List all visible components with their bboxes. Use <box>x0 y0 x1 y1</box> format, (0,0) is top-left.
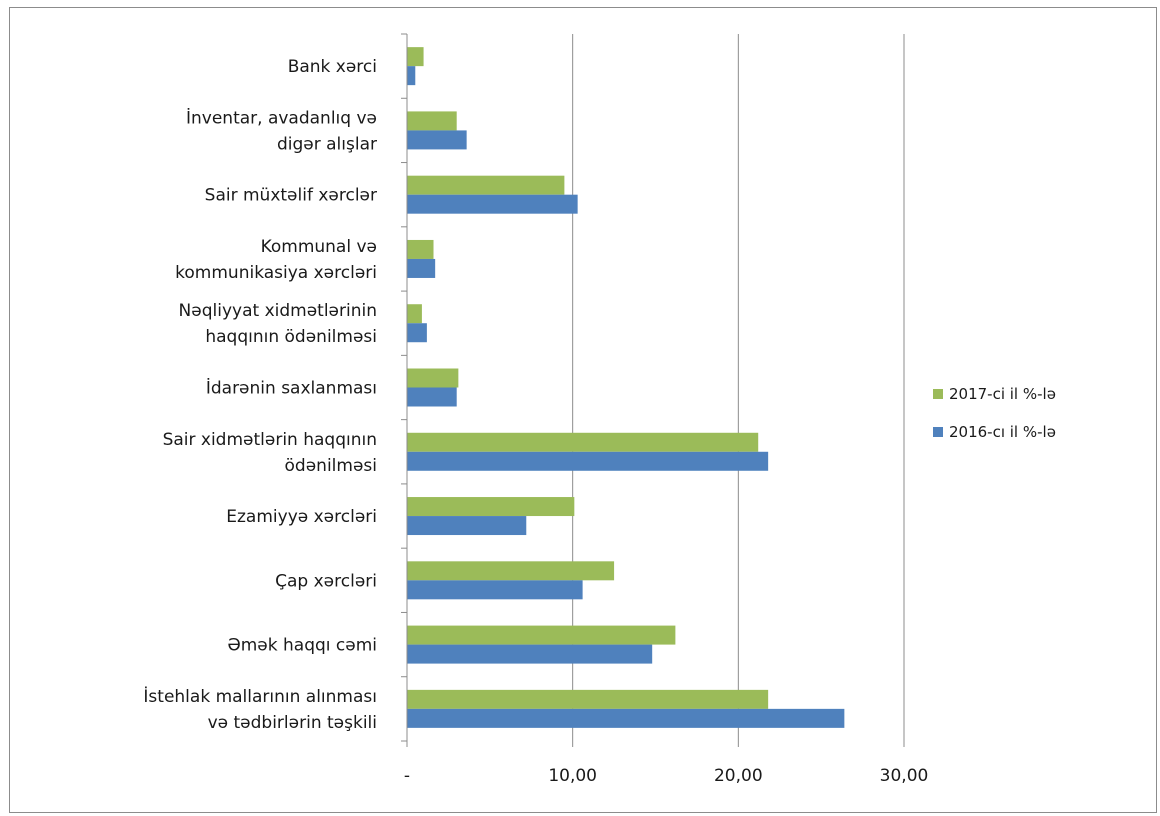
bar-s2016-7 <box>407 516 527 536</box>
category-label-1: İnventar, avadanlıq və digər alışlar <box>186 107 377 154</box>
bar-s2017-3 <box>407 239 434 259</box>
category-label-line: Bank xərci <box>288 57 377 77</box>
category-label-line: Sair müxtəlif xərclər <box>205 186 377 206</box>
legend-swatch-0 <box>933 389 943 399</box>
bars <box>407 47 845 728</box>
category-label-line: Kommunal və <box>261 237 377 257</box>
bar-s2017-6 <box>407 432 759 452</box>
category-labels: Bank xərci İnventar, avadanlıq və digər al… <box>143 57 377 733</box>
bar-s2016-9 <box>407 644 653 664</box>
bar-s2017-7 <box>407 497 575 517</box>
category-label-7: Ezamiyyə xərcləri <box>226 507 377 527</box>
bar-s2017-5 <box>407 368 459 388</box>
bar-s2016-8 <box>407 580 583 600</box>
bar-s2017-0 <box>407 47 424 67</box>
category-label-0: Bank xərci <box>288 57 377 77</box>
bar-s2017-9 <box>407 625 676 645</box>
category-label-3: Kommunal və kommunikasiya xərcləri <box>175 237 377 283</box>
x-tick-label-0: - <box>404 766 410 786</box>
category-label-line: haqqının ödənilməsi <box>205 327 377 347</box>
bar-chart: Bank xərci İnventar, avadanlıq və digər al… <box>143 33 1056 786</box>
category-label-9: Əmək haqqı cəmi <box>227 636 377 656</box>
category-label-line: Çap xərcləri <box>275 571 377 591</box>
category-label-line: və tədbirlərin təşkili <box>208 713 377 733</box>
bar-s2017-8 <box>407 561 615 581</box>
legend-label-1: 2016-cı il %-lə <box>949 423 1056 441</box>
bar-s2016-0 <box>407 66 416 86</box>
bar-s2016-3 <box>407 258 436 278</box>
bar-s2016-10 <box>407 708 845 728</box>
category-label-10: İstehlak mallarının alınması və tədbirlər… <box>143 686 377 733</box>
legend: 2017-ci il %-lə 2016-cı il %-lə <box>933 385 1056 441</box>
category-label-line: İdarənin saxlanması <box>206 378 377 399</box>
bar-s2016-1 <box>407 130 467 150</box>
legend-swatch-1 <box>933 427 943 437</box>
category-label-8: Çap xərcləri <box>275 571 377 591</box>
category-label-line: Əmək haqqı cəmi <box>227 636 377 656</box>
category-label-6: Sair xidmətlərin haqqının ödənilməsi <box>163 430 377 476</box>
bar-s2017-2 <box>407 175 565 195</box>
category-label-4: Nəqliyyat xidmətlərinin haqqının ödənilmə… <box>179 301 377 347</box>
category-label-line: ödənilməsi <box>285 456 377 476</box>
bar-s2016-4 <box>407 323 427 343</box>
bar-s2017-1 <box>407 111 457 131</box>
chart-frame: Bank xərci İnventar, avadanlıq və digər al… <box>9 7 1157 813</box>
x-tick-label-2: 20,00 <box>714 766 763 786</box>
category-label-line: İstehlak mallarının alınması <box>143 686 377 707</box>
bar-s2016-6 <box>407 451 769 471</box>
category-label-line: Sair xidmətlərin haqqının <box>163 430 377 450</box>
category-label-line: Nəqliyyat xidmətlərinin <box>179 301 377 321</box>
x-tick-labels: - 10,00 20,00 30,00 <box>404 766 928 786</box>
category-label-line: digər alışlar <box>277 134 377 154</box>
legend-label-0: 2017-ci il %-lə <box>949 385 1056 403</box>
category-label-2: Sair müxtəlif xərclər <box>205 186 377 206</box>
category-label-line: kommunikasiya xərcləri <box>175 263 377 283</box>
bar-s2017-10 <box>407 689 769 709</box>
category-label-line: İnventar, avadanlıq və <box>186 107 377 128</box>
gridlines <box>572 34 905 741</box>
x-tick-label-3: 30,00 <box>880 766 929 786</box>
category-label-5: İdarənin saxlanması <box>206 378 377 399</box>
bar-s2016-2 <box>407 194 578 214</box>
x-tick-label-1: 10,00 <box>548 766 597 786</box>
axes <box>401 33 905 747</box>
category-label-line: Ezamiyyə xərcləri <box>226 507 377 527</box>
bar-s2016-5 <box>407 387 457 407</box>
bar-s2017-4 <box>407 304 422 324</box>
